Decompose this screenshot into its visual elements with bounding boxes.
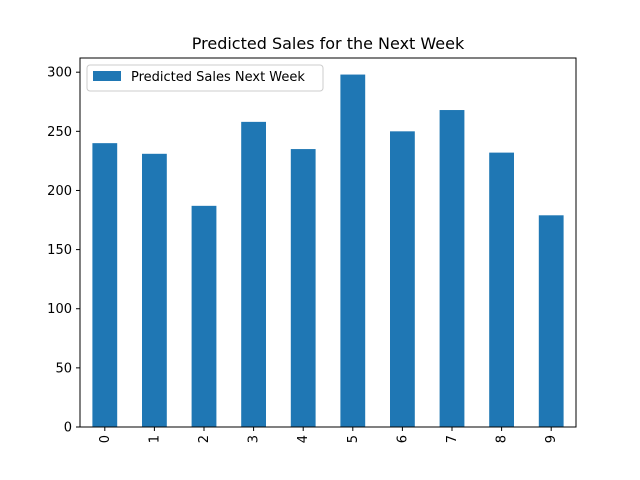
legend-box — [86, 64, 324, 92]
y-tick-label: 50 — [55, 361, 72, 376]
bar-3 — [241, 121, 266, 427]
x-tick-label: 8 — [495, 435, 510, 443]
x-tick-label: 6 — [395, 435, 410, 443]
bars-group — [92, 74, 564, 428]
x-tick-label: 3 — [247, 435, 262, 443]
y-axis: 0 50 100 150 200 250 300 — [47, 66, 80, 436]
plot-frame — [79, 57, 577, 428]
x-tick-label: 9 — [544, 435, 559, 443]
bar-7 — [439, 110, 465, 428]
legend-label: Predicted Sales Next Week — [131, 70, 305, 85]
bar-2 — [191, 205, 217, 427]
x-tick-label: 1 — [147, 435, 162, 443]
bar-9 — [538, 215, 564, 427]
bar-0 — [92, 143, 118, 427]
bar-5 — [340, 74, 366, 428]
bar-4 — [290, 149, 316, 427]
legend-swatch — [93, 71, 121, 81]
x-tick-label: 0 — [98, 435, 113, 443]
y-tick-label: 150 — [47, 243, 72, 258]
x-axis: 0 1 2 3 4 5 6 7 8 9 — [98, 427, 559, 443]
y-tick-label: 0 — [64, 421, 72, 436]
bar-6 — [390, 131, 415, 428]
legend: Predicted Sales Next Week — [86, 64, 324, 92]
bar-1 — [142, 153, 167, 427]
y-tick-label: 250 — [47, 125, 72, 140]
chart-title: Predicted Sales for the Next Week — [192, 34, 465, 53]
x-tick-label: 5 — [346, 435, 361, 443]
x-tick-label: 4 — [296, 435, 311, 443]
y-tick-label: 200 — [47, 184, 72, 199]
y-tick-label: 100 — [47, 302, 72, 317]
y-tick-label: 300 — [47, 66, 72, 81]
x-tick-label: 2 — [197, 435, 212, 443]
bar-8 — [489, 152, 514, 427]
x-tick-label: 7 — [445, 435, 460, 443]
